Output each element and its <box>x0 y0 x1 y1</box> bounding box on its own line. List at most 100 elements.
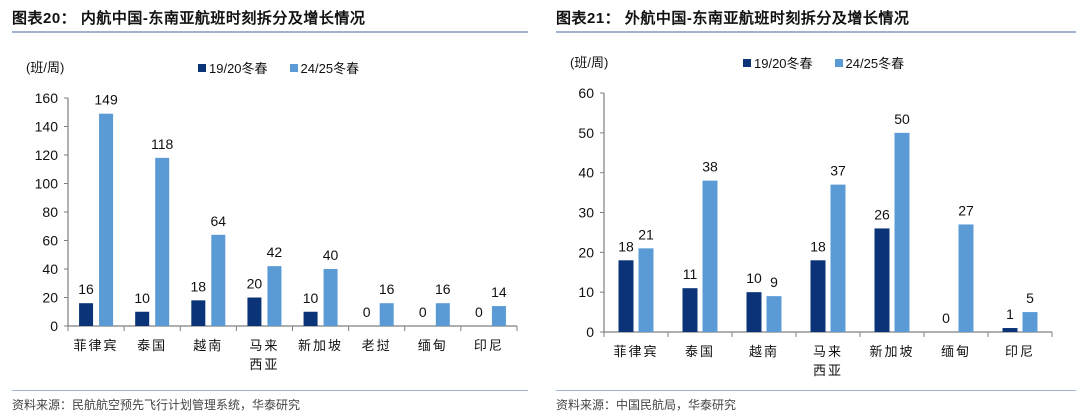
data-label: 118 <box>151 136 174 152</box>
bar-24-25 <box>379 303 394 326</box>
data-label: 149 <box>94 92 118 108</box>
left-y-unit: (班/周) <box>26 60 65 75</box>
data-label: 42 <box>267 244 283 260</box>
data-label: 64 <box>211 213 227 229</box>
bar-19-20 <box>191 300 206 326</box>
bar-19-20 <box>247 297 262 326</box>
data-label: 18 <box>618 238 634 254</box>
x-category-label: 菲律宾 <box>613 344 658 359</box>
bar-24-25 <box>435 303 450 326</box>
x-category-label: 马来 <box>813 344 843 359</box>
y-tick-label: 50 <box>578 125 594 141</box>
bar-24-25 <box>211 234 226 326</box>
y-tick-label: 0 <box>586 324 594 340</box>
y-tick-label: 20 <box>42 290 58 306</box>
right-source-divider <box>556 390 1076 391</box>
x-category-label: 缅甸 <box>418 338 448 353</box>
left-title-divider <box>12 31 528 33</box>
bar-19-20 <box>746 292 762 332</box>
y-tick-label: 40 <box>578 165 594 181</box>
data-label: 21 <box>638 226 654 242</box>
data-label: 16 <box>435 281 451 297</box>
data-label: 9 <box>770 274 778 290</box>
legend-item-series1: 19/20冬春 <box>198 58 268 77</box>
x-category-label: 泰国 <box>685 344 715 359</box>
data-label: 10 <box>746 270 762 286</box>
right-source-note: 资料来源：中国民航局，华泰研究 <box>556 398 737 412</box>
x-category-label: 西亚 <box>813 363 843 378</box>
bar-24-25 <box>323 269 338 326</box>
bar-19-20 <box>810 260 826 332</box>
data-label: 1 <box>1006 306 1014 322</box>
bar-24-25 <box>958 224 974 332</box>
y-tick-label: 40 <box>42 261 58 277</box>
bar-24-25 <box>830 184 846 332</box>
y-tick-label: 60 <box>42 233 58 249</box>
data-label: 0 <box>363 304 371 320</box>
bar-24-25 <box>638 248 654 332</box>
data-label: 38 <box>702 159 718 175</box>
bar-19-20 <box>135 311 150 326</box>
x-category-label: 印尼 <box>474 338 504 353</box>
left-source-note: 资料来源：民航航空预先飞行计划管理系统，华泰研究 <box>12 398 301 412</box>
right-chart-title: 图表21： 外航中国-东南亚航班时刻拆分及增长情况 <box>556 10 910 27</box>
data-label: 0 <box>419 304 427 320</box>
data-label: 18 <box>191 278 207 294</box>
legend-label: 24/25冬春 <box>845 56 905 71</box>
bar-19-20 <box>1002 328 1018 332</box>
bar-19-20 <box>618 260 634 332</box>
x-category-label: 新加坡 <box>869 344 914 359</box>
x-category-label: 越南 <box>193 338 223 353</box>
legend-item-series2: 24/25冬春 <box>289 58 360 77</box>
x-category-label: 印尼 <box>1005 344 1035 359</box>
data-label: 10 <box>303 290 319 306</box>
left-chart-panel: 图表20： 内航中国-东南亚航班时刻拆分及增长情况 (班/周) 19/20冬春 … <box>12 10 528 412</box>
y-tick-label: 120 <box>35 147 59 163</box>
data-label: 0 <box>475 304 483 320</box>
data-label: 11 <box>683 266 698 282</box>
left-bar-chart: 02040608010012014016016149菲律宾10118泰国1864… <box>35 90 518 372</box>
y-tick-label: 20 <box>578 244 594 260</box>
legend-label: 19/20冬春 <box>209 61 268 76</box>
legend-item-series2: 24/25冬春 <box>834 53 905 72</box>
bar-19-20 <box>682 288 698 332</box>
legend-label: 19/20冬春 <box>754 56 813 71</box>
data-label: 27 <box>958 202 974 218</box>
bar-24-25 <box>155 157 170 326</box>
bar-24-25 <box>702 180 718 332</box>
data-label: 40 <box>323 247 339 263</box>
bar-24-25 <box>1022 312 1038 332</box>
y-tick-label: 140 <box>35 119 59 135</box>
legend-label: 24/25冬春 <box>300 61 360 76</box>
left-chart-title: 图表20： 内航中国-东南亚航班时刻拆分及增长情况 <box>12 10 366 27</box>
y-tick-label: 30 <box>578 205 594 221</box>
legend-swatch-dark-icon <box>743 58 751 67</box>
x-category-label: 菲律宾 <box>74 338 119 353</box>
y-tick-label: 60 <box>578 85 594 101</box>
data-label: 16 <box>379 281 395 297</box>
x-category-label: 越南 <box>749 344 779 359</box>
data-label: 16 <box>78 281 94 297</box>
y-tick-label: 0 <box>50 318 58 334</box>
data-label: 18 <box>810 238 826 254</box>
bar-19-20 <box>79 303 94 326</box>
data-label: 14 <box>491 284 507 300</box>
y-tick-label: 100 <box>35 176 59 192</box>
legend-swatch-dark-icon <box>198 63 206 72</box>
right-legend: 19/20冬春 24/25冬春 <box>743 53 904 72</box>
y-tick-label: 80 <box>42 204 58 220</box>
data-label: 50 <box>894 111 910 127</box>
right-chart-panel: 图表21： 外航中国-东南亚航班时刻拆分及增长情况 (班/周) 19/20冬春 … <box>540 0 1080 418</box>
data-label: 10 <box>134 290 150 306</box>
y-tick-label: 160 <box>35 90 59 106</box>
right-y-unit: (班/周) <box>570 55 609 70</box>
bar-24-25 <box>267 266 282 326</box>
right-title-divider <box>556 31 1076 33</box>
bar-24-25 <box>894 132 910 332</box>
x-category-label: 西亚 <box>249 357 279 372</box>
bar-19-20 <box>303 311 318 326</box>
x-category-label: 缅甸 <box>941 344 971 359</box>
x-category-label: 新加坡 <box>298 338 343 353</box>
data-label: 26 <box>874 206 890 222</box>
